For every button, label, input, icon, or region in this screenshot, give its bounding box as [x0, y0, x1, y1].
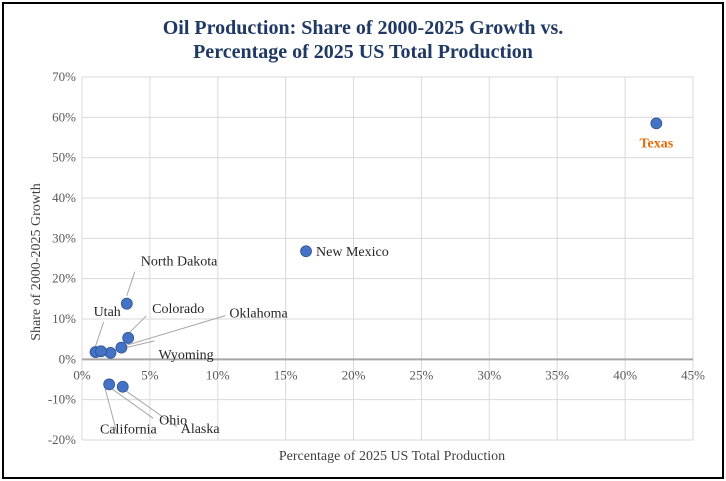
y-axis-label: Share of 2000-2025 Growth: [29, 183, 44, 340]
label-leader-line: [125, 315, 226, 347]
point-label: California: [100, 423, 158, 438]
x-tick-label: 25%: [410, 367, 434, 382]
axes: 0% 5% 10% 15% 20% 25% 30% 35% 40% 45% -20% -10% 0% 10…: [48, 69, 705, 447]
chart-title-line-2: Percentage of 2025 US Total Production: [193, 41, 533, 63]
point-label: Alaska: [181, 422, 221, 437]
label-leader-line: [95, 321, 105, 347]
data-points: [89, 117, 663, 393]
x-tick-label: 20%: [342, 367, 366, 382]
scatter-point: [650, 117, 663, 130]
scatter-point: [116, 380, 129, 393]
scatter-point: [120, 297, 133, 310]
label-leader-line: [110, 387, 154, 419]
label-leader-line: [125, 390, 178, 428]
scatter-point: [300, 245, 312, 258]
x-tick-label: 40%: [613, 367, 637, 382]
point-label: Colorado: [152, 302, 204, 317]
point-labels: Texas New Mexico North Dakota Colorado Oklah…: [94, 136, 674, 437]
label-leader-line: [127, 315, 147, 335]
x-tick-label: 10%: [206, 367, 230, 382]
x-tick-label: 0%: [73, 367, 91, 382]
y-tick-label: 60%: [52, 109, 76, 124]
y-tick-label: 20%: [52, 271, 76, 286]
y-tick-label: -20%: [48, 432, 76, 447]
point-label: Ohio: [159, 413, 187, 428]
label-leader-line: [126, 271, 136, 296]
x-tick-label: 45%: [681, 367, 705, 382]
x-axis-label: Percentage of 2025 US Total Production: [279, 449, 505, 464]
point-label: Wyoming: [159, 348, 214, 363]
x-tick-label: 35%: [545, 367, 569, 382]
chart-title-line-1: Oil Production: Share of 2000-2025 Growt…: [163, 17, 564, 39]
y-tick-label: -10%: [48, 392, 76, 407]
scatter-point: [103, 378, 116, 391]
y-tick-label: 40%: [52, 190, 76, 205]
point-label: Utah: [94, 305, 121, 320]
x-tick-label: 15%: [274, 367, 298, 382]
point-label: Texas: [639, 136, 673, 151]
y-tick-label: 70%: [52, 69, 76, 84]
point-label: New Mexico: [316, 245, 389, 260]
y-tick-label: 0%: [59, 351, 77, 366]
scatter-point: [95, 345, 107, 358]
x-tick-label: 30%: [477, 367, 501, 382]
point-label: Oklahoma: [229, 307, 288, 322]
y-tick-label: 50%: [52, 150, 76, 165]
scatter-chart: Oil Production: Share of 2000-2025 Growt…: [29, 17, 705, 464]
x-tick-label: 5%: [141, 367, 159, 382]
y-tick-label: 10%: [52, 311, 76, 326]
label-leader-line: [104, 388, 118, 434]
point-label: North Dakota: [141, 255, 218, 270]
gridlines: [81, 76, 694, 441]
scatter-point: [122, 332, 135, 344]
scatter-point: [115, 341, 128, 354]
y-tick-label: 30%: [52, 230, 76, 245]
